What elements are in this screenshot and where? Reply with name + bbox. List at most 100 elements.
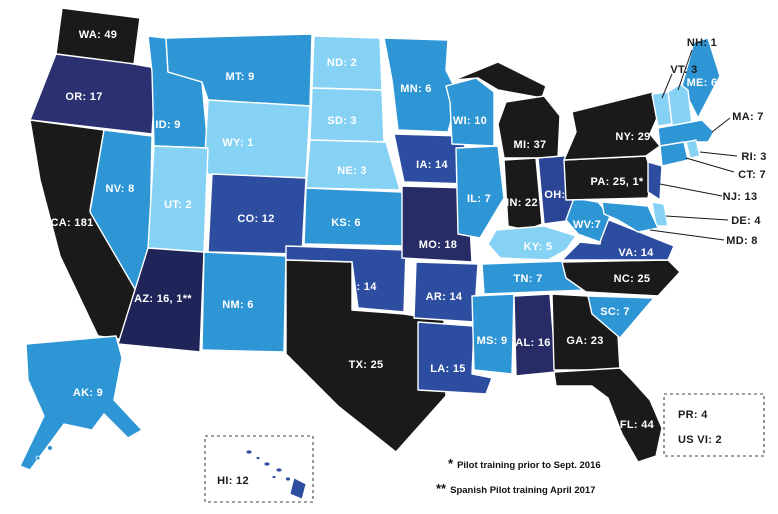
ia-label: IA: 14 — [416, 159, 448, 171]
ms-shape — [471, 293, 515, 375]
in-shape — [503, 157, 543, 231]
state-ms[interactable]: MS: 9 — [471, 293, 515, 375]
wi-shape — [445, 77, 495, 147]
ct-label: CT: 7 — [738, 169, 766, 181]
id-label: ID: 9 — [155, 119, 180, 131]
state-mo[interactable]: MO: 18 — [401, 185, 473, 263]
nd-label: ND: 2 — [327, 57, 357, 69]
state-ne[interactable]: NE: 3 — [305, 139, 401, 191]
state-mi[interactable]: MI: 37 — [453, 61, 561, 159]
ct-leader-line — [685, 157, 735, 173]
ny-label: NY: 29 — [615, 131, 650, 143]
vt-label: VT: 3 — [670, 64, 697, 76]
nh-label: NH: 1 — [687, 37, 717, 49]
or-label: OR: 17 — [65, 91, 102, 103]
hi-island — [271, 475, 277, 479]
state-in[interactable]: IN: 22 — [503, 157, 543, 231]
ne-shape — [305, 139, 401, 191]
state-vt[interactable]: VT: 3 — [651, 64, 698, 127]
state-al[interactable]: AL: 16 — [513, 293, 557, 377]
wy-label: WY: 1 — [222, 137, 253, 149]
state-pa[interactable]: PA: 25, 1* — [563, 155, 653, 201]
de-shape — [651, 201, 669, 227]
nj-label: NJ: 13 — [723, 191, 758, 203]
state-hi[interactable]: HI: 12 — [204, 435, 314, 503]
sc-shape — [587, 295, 655, 339]
fl-shape — [553, 367, 663, 463]
state-nm[interactable]: NM: 6 — [201, 251, 287, 353]
state-sc[interactable]: SC: 7 — [587, 295, 655, 339]
state-ny[interactable]: NY: 29 — [563, 91, 665, 161]
state-co[interactable]: CO: 12 — [207, 173, 307, 255]
hi-island — [245, 449, 253, 455]
wa-label: WA: 49 — [79, 29, 117, 41]
footnote-pilot-training: * Pilot training prior to Sept. 2016 — [448, 456, 601, 471]
state-nj[interactable]: NJ: 13 — [647, 161, 758, 203]
state-wi[interactable]: WI: 10 — [445, 77, 495, 147]
wv-label: WV:7 — [573, 219, 601, 231]
state-nd[interactable]: ND: 2 — [311, 35, 383, 91]
state-ar[interactable]: AR: 14 — [413, 261, 479, 323]
state-mn[interactable]: MN: 6 — [383, 37, 459, 133]
md-leader-line — [649, 229, 725, 241]
vt-shape — [651, 91, 673, 127]
mo-shape — [401, 185, 473, 263]
ri-leader-line — [699, 151, 738, 157]
ga-shape — [551, 293, 621, 371]
de-leader-line — [665, 215, 729, 221]
state-fl[interactable]: FL: 44 — [553, 367, 663, 463]
la-label: LA: 15 — [430, 363, 465, 375]
hi-big-island — [289, 477, 307, 500]
in-label: IN: 22 — [506, 197, 538, 209]
ri-label: RI: 3 — [741, 151, 766, 163]
state-de[interactable]: DE: 4 — [651, 201, 761, 227]
usvi-label: US VI: 2 — [678, 434, 722, 446]
sd-label: SD: 3 — [327, 115, 357, 127]
va-shape — [561, 217, 675, 261]
ak-island — [47, 445, 53, 451]
ny-shape — [563, 91, 665, 161]
state-il[interactable]: IL: 7 — [455, 145, 505, 239]
territory-pr[interactable]: PR: 4 — [663, 393, 765, 457]
state-md[interactable]: MD: 8 — [601, 201, 758, 247]
state-nh[interactable]: NH: 1 — [667, 37, 717, 127]
ar-label: AR: 14 — [426, 291, 463, 303]
state-va[interactable]: VA: 14 — [561, 217, 675, 261]
nc-label: NC: 25 — [614, 273, 651, 285]
state-wy[interactable]: WY: 1 — [203, 99, 311, 179]
me-label: ME: 6 — [687, 77, 718, 89]
state-ga[interactable]: GA: 23 — [551, 293, 621, 371]
ri-shape — [685, 139, 701, 159]
sc-label: SC: 7 — [600, 306, 630, 318]
ky-label: KY: 5 — [524, 241, 553, 253]
md-shape — [601, 201, 659, 233]
wi-label: WI: 10 — [453, 115, 487, 127]
state-ut[interactable]: UT: 2 — [147, 145, 209, 253]
pr-inset-box — [663, 393, 765, 457]
state-az[interactable]: AZ: 16, 1** — [117, 247, 205, 353]
mi-label: MI: 37 — [514, 139, 547, 151]
state-wv[interactable]: WV:7 — [565, 197, 611, 243]
state-ky[interactable]: KY: 5 — [487, 225, 577, 261]
state-ks[interactable]: KS: 6 — [303, 187, 405, 247]
state-ia[interactable]: IA: 14 — [393, 133, 469, 185]
state-mt[interactable]: MT: 9 — [165, 33, 313, 107]
territory-usvi[interactable]: US VI: 2 — [678, 434, 722, 446]
hi-label: HI: 12 — [217, 475, 249, 487]
pr-label: PR: 4 — [678, 409, 708, 421]
state-la[interactable]: LA: 15 — [417, 321, 493, 395]
vt-leader-line — [661, 73, 673, 99]
state-nv[interactable]: NV: 8 — [89, 129, 159, 309]
nm-label: NM: 6 — [222, 299, 253, 311]
mo-label: MO: 18 — [419, 239, 457, 251]
fl-label: FL: 44 — [620, 419, 655, 431]
nm-shape — [201, 251, 287, 353]
ut-label: UT: 2 — [164, 199, 192, 211]
state-ri[interactable]: RI: 3 — [685, 139, 767, 163]
state-ct[interactable]: CT: 7 — [659, 141, 766, 181]
state-ak[interactable]: AK: 9 — [19, 335, 143, 471]
il-shape — [455, 145, 505, 239]
md-label: MD: 8 — [726, 235, 757, 247]
ma-leader-line — [711, 117, 731, 133]
state-sd[interactable]: SD: 3 — [309, 87, 385, 143]
